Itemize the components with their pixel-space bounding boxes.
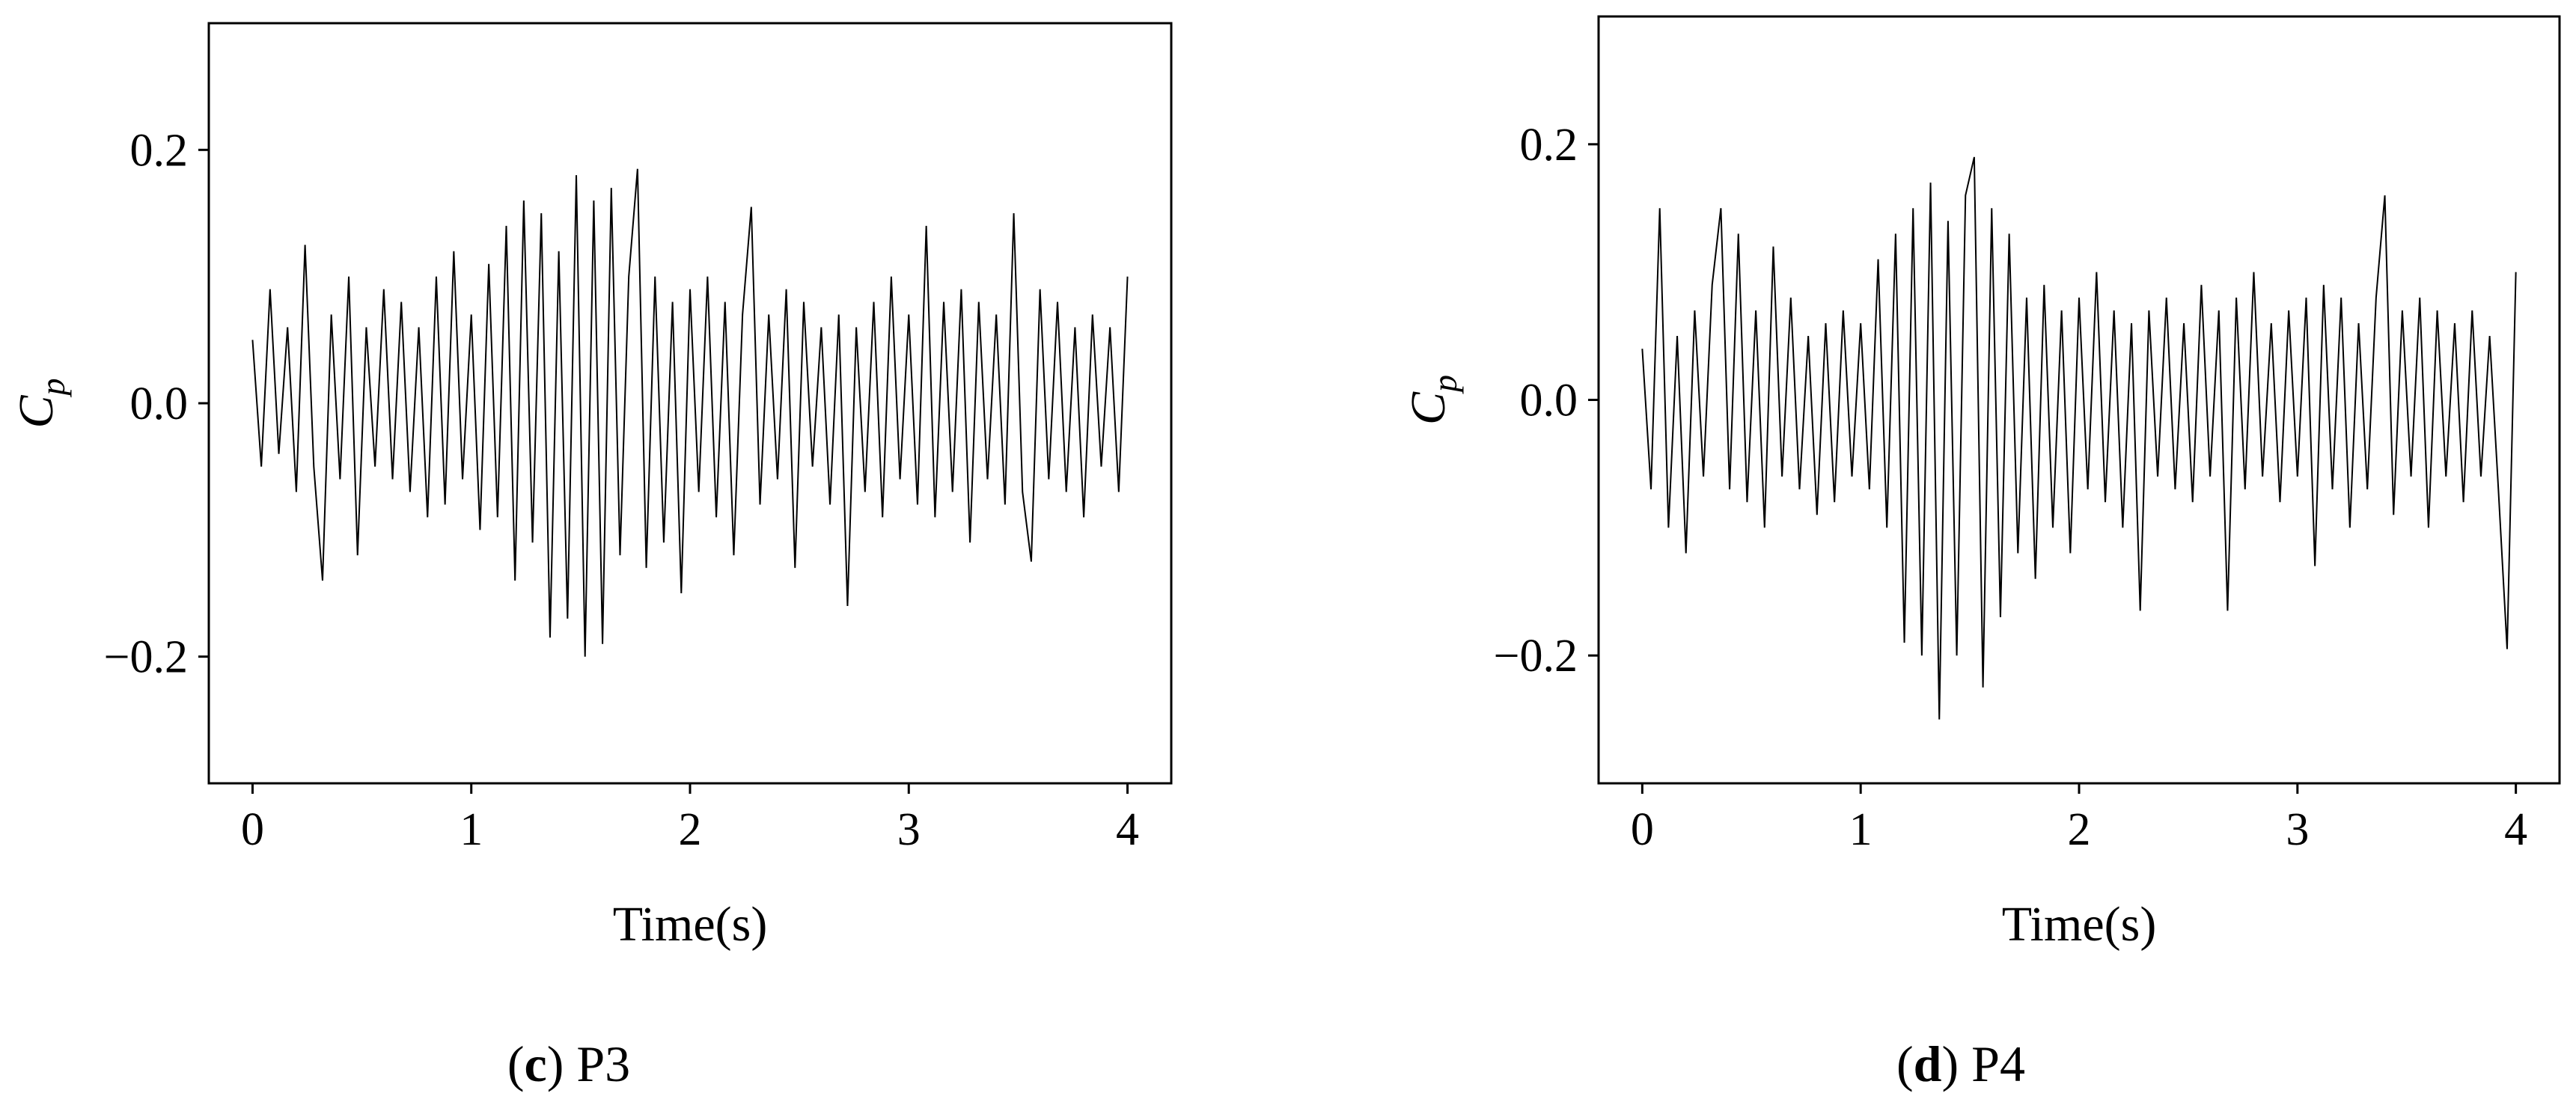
y-tick-label: −0.2: [104, 632, 188, 683]
x-tick-label: 3: [2286, 804, 2309, 855]
caption-part: (: [507, 1035, 525, 1092]
caption-part: (: [1896, 1035, 1914, 1092]
x-tick-label: 2: [2068, 804, 2091, 855]
y-tick-label: 0.0: [130, 379, 189, 429]
panel-caption: (d) P4: [1896, 1035, 2025, 1092]
panel: 0 1 2 3 4 −0.2 0.0 0.2 Time(s) Cp (c) P3: [9, 22, 1173, 1092]
x-tick-label: 1: [1849, 804, 1873, 855]
y-tick-label: 0.2: [1520, 120, 1578, 171]
data-line: [1641, 156, 2517, 720]
y-tick-label: −0.2: [1494, 631, 1578, 682]
y-axis-label-symbol: C: [9, 395, 64, 429]
caption-part: ) P3: [547, 1035, 630, 1092]
y-axis-label-subscript: p: [34, 378, 72, 397]
x-tick-label: 3: [897, 804, 921, 855]
x-tick-label: 0: [241, 804, 264, 855]
caption-part: d: [1914, 1035, 1942, 1092]
y-axis-label: Cp: [1401, 375, 1464, 425]
x-tick-label: 1: [460, 804, 483, 855]
panel: 0 1 2 3 4 −0.2 0.0 0.2 Time(s) Cp (d) P4: [1401, 15, 2561, 1092]
y-tick-label: 0.0: [1520, 376, 1578, 426]
x-tick-label: 2: [679, 804, 702, 855]
y-axis-label: Cp: [9, 378, 72, 428]
data-line: [251, 168, 1129, 657]
x-tick-label: 0: [1631, 804, 1654, 855]
y-axis-label-symbol: C: [1401, 391, 1456, 425]
caption-part: ) P4: [1942, 1035, 2025, 1092]
x-axis-label: Time(s): [613, 897, 768, 952]
x-tick-label: 4: [2504, 804, 2527, 855]
y-axis-label-subscript: p: [1426, 375, 1464, 394]
y-tick-label: 0.2: [130, 125, 189, 176]
x-tick-label: 4: [1116, 804, 1139, 855]
caption-part: c: [525, 1035, 547, 1092]
x-axis-label: Time(s): [2002, 897, 2157, 952]
panel-caption: (c) P3: [507, 1035, 630, 1092]
